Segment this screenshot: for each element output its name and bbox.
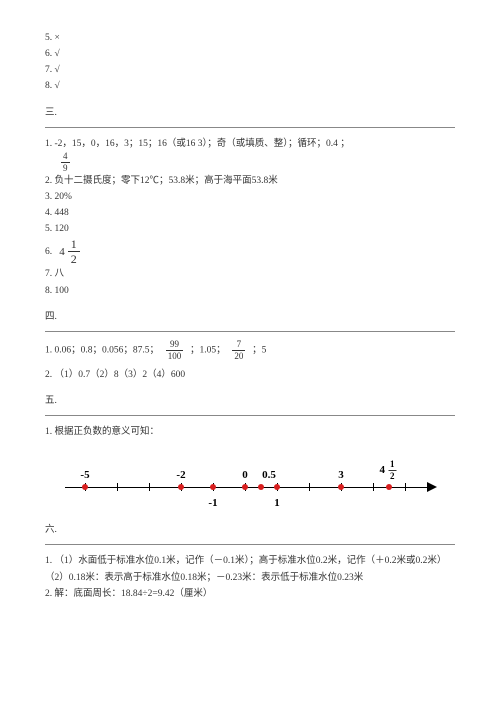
section-3-head: 三. <box>45 105 455 121</box>
s3-q6: 6. 4 1 2 <box>45 237 455 266</box>
data-point <box>178 484 184 490</box>
data-point <box>242 484 248 490</box>
s3-q1-frac: 4 9 <box>45 152 455 173</box>
number-line: -5 -2 0 0.5 3 412 -1 1 <box>55 452 435 512</box>
section-6-head: 六. <box>45 522 455 538</box>
axis-label: -5 <box>80 466 89 485</box>
s5-q1: 1. 根据正负数的意义可知： <box>45 424 455 440</box>
axis-label: 0 <box>242 466 248 485</box>
tf-mark: √ <box>55 65 60 75</box>
s6-q1: 1. （1）水面低于标准水位0.1米，记作（－0.1米）；高于标准水位0.2米，… <box>45 553 455 585</box>
s4-q2: 2. （1）0.7（2）8（3）2（4）600 <box>45 367 455 383</box>
s4-q1-b: ；1.05； <box>190 346 226 356</box>
tf-mark: √ <box>55 49 60 59</box>
tf-mark: √ <box>55 81 60 91</box>
data-point <box>274 484 280 490</box>
axis-tick <box>309 483 310 491</box>
axis-tick <box>373 483 374 491</box>
tf-item: 7. √ <box>45 62 455 78</box>
axis-tick <box>149 483 150 491</box>
s3-q2: 2. 负十二摄氏度；零下12℃；53.8米；高于海平面53.8米 <box>45 173 455 189</box>
axis-tick <box>117 483 118 491</box>
page-root: 5. × 6. √ 7. √ 8. √ 三. 1. -2，15，0，16，3；1… <box>0 0 500 632</box>
tf-item: 5. × <box>45 30 455 46</box>
fraction: 7 20 <box>232 340 245 361</box>
axis-label: -2 <box>176 466 185 485</box>
fraction: 99 100 <box>166 340 184 361</box>
section-rule <box>45 127 455 128</box>
axis-label: 1 <box>274 494 280 513</box>
tf-num: 5. <box>45 33 52 43</box>
s3-q1: 1. -2，15，0，16，3；15；16（或16 3）；奇（或填质、整）；循环… <box>45 136 455 152</box>
section-5-head: 五. <box>45 393 455 409</box>
axis-label: 3 <box>338 466 344 485</box>
s4-q1: 1. 0.06；0.8；0.056；87.5； 99 100 ；1.05； 7 … <box>45 340 455 361</box>
data-point <box>82 484 88 490</box>
tf-num: 7. <box>45 65 52 75</box>
data-point <box>258 484 264 490</box>
tf-item: 6. √ <box>45 46 455 62</box>
tf-num: 6. <box>45 49 52 59</box>
s4-q1-c: ；5 <box>252 346 266 356</box>
s3-q6-label: 6. <box>45 248 52 258</box>
s6-q2: 2. 解：底面周长：18.84÷2=9.42（厘米） <box>45 586 455 602</box>
fraction: 4 9 <box>61 152 70 173</box>
axis-label: -1 <box>208 494 217 513</box>
section-rule <box>45 544 455 545</box>
s3-q4: 4. 448 <box>45 205 455 221</box>
s3-q3: 3. 20% <box>45 189 455 205</box>
data-point <box>210 484 216 490</box>
mixed-number: 4 1 2 <box>59 237 82 266</box>
tf-item: 8. √ <box>45 78 455 94</box>
axis-tick <box>405 483 406 491</box>
tf-num: 8. <box>45 81 52 91</box>
top-tf-block: 5. × 6. √ 7. √ 8. √ <box>45 30 455 95</box>
section-4-head: 四. <box>45 309 455 325</box>
data-point <box>338 484 344 490</box>
axis-label: 412 <box>380 460 399 481</box>
s3-q7: 7. 八 <box>45 266 455 282</box>
axis-label: 0.5 <box>262 466 276 485</box>
fraction: 1 2 <box>68 237 80 266</box>
s3-q8: 8. 100 <box>45 283 455 299</box>
tf-mark: × <box>55 33 60 43</box>
axis-arrow-icon <box>427 482 437 492</box>
section-rule <box>45 331 455 332</box>
data-point <box>386 484 392 490</box>
s3-q5: 5. 120 <box>45 221 455 237</box>
section-rule <box>45 415 455 416</box>
s4-q1-a: 1. 0.06；0.8；0.056；87.5； <box>45 346 159 356</box>
